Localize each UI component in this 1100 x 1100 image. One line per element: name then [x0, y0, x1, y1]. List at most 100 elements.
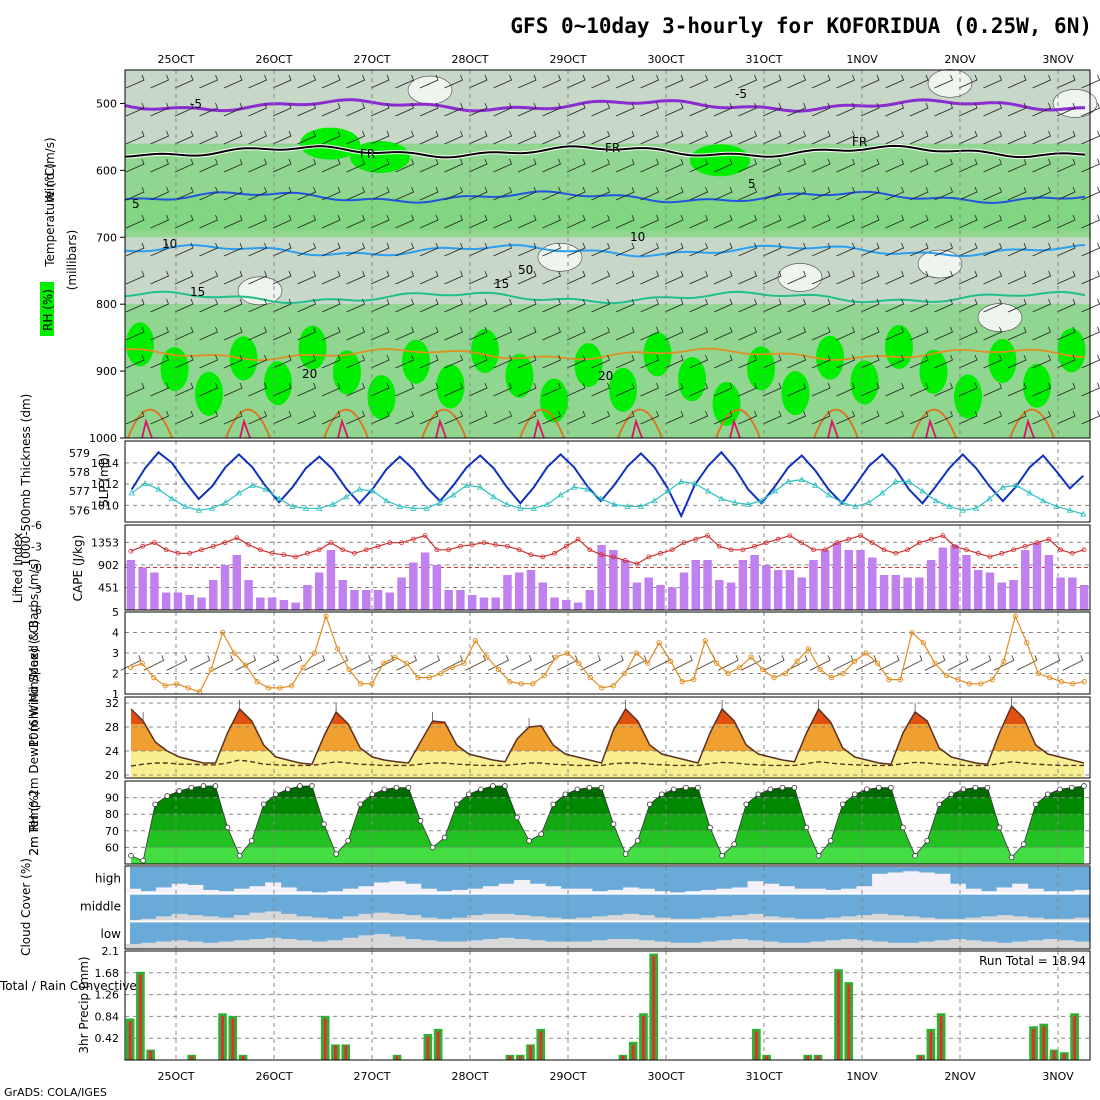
wind-barb: [248, 382, 268, 397]
temperature-axis-label: Temperature (°C): [43, 163, 57, 268]
precip-tick-label: 2.1: [102, 945, 120, 958]
lifted-index-point: [422, 533, 428, 539]
wind-barb: [1007, 158, 1027, 173]
wind-barb: [321, 102, 341, 117]
cloud-middle-bar: [498, 913, 515, 922]
lifted-index-point: [599, 552, 605, 558]
wind-barb: [346, 326, 366, 341]
isotherm-25-dome: [225, 408, 271, 439]
isotherm-25-dome: [617, 408, 663, 439]
cloud-low-bar: [156, 941, 173, 949]
lifted-index-point: [505, 543, 510, 549]
wind-barb: [419, 214, 439, 229]
wind-barb: [689, 102, 709, 117]
contour-label: 15: [190, 285, 205, 299]
wind-barb: [811, 326, 831, 341]
contour-label: FR: [605, 141, 620, 155]
wind-barb: [174, 102, 194, 117]
wind-barb: [836, 214, 856, 229]
cloud-low-bar: [732, 939, 749, 949]
temp-frame: [124, 696, 1091, 779]
wind-barb: [258, 655, 280, 671]
cloud-middle-bar: [529, 916, 546, 922]
wind-barb: [811, 354, 831, 369]
wind-barb: [346, 354, 366, 369]
isotherm-30-spike: [729, 418, 741, 439]
cape-bar: [1044, 555, 1054, 610]
cloud-high-bar: [732, 887, 749, 894]
wind-barb: [321, 326, 341, 341]
temp-line: [130, 704, 1085, 766]
lifted-index-point: [846, 536, 852, 542]
thickness-tick-label: 579: [69, 447, 90, 460]
wind-speed-point: [380, 660, 387, 666]
rh-point: [610, 821, 617, 827]
wind-barb: [517, 158, 537, 173]
cape-bar: [1068, 577, 1077, 610]
wind-barb: [1056, 410, 1076, 425]
wind-barb: [370, 130, 390, 145]
wind-barb: [664, 102, 684, 117]
wind-barb: [1007, 102, 1027, 117]
wind-barb: [909, 158, 929, 173]
lifted-index-point: [399, 540, 404, 546]
lifted-index-point: [964, 547, 969, 553]
cloud-middle-bar: [202, 916, 219, 922]
cloud-high-bar: [529, 883, 546, 894]
wind-barb: [1032, 354, 1052, 369]
precip-tick-label: 1.68: [95, 967, 120, 980]
cape-bar: [350, 590, 359, 610]
wind-barb: [297, 74, 317, 89]
pressure-tick-label: 1000: [89, 432, 117, 445]
cloud-middle-bar: [778, 917, 795, 922]
wind-barb: [272, 74, 292, 89]
cloud-high-bar: [218, 891, 235, 894]
wind-barb: [626, 655, 647, 671]
wind-barb: [924, 655, 946, 671]
cloud-high-bar: [949, 883, 966, 894]
wind-barb: [664, 242, 684, 257]
thickness-point: [597, 495, 604, 502]
wind-barb: [664, 326, 684, 341]
lifted-index-point: [1034, 540, 1040, 546]
rh-point: [441, 834, 448, 841]
wind-barb: [370, 158, 390, 173]
wind-barb: [199, 158, 219, 173]
wind-barb: [370, 410, 390, 425]
isotherm-30-spike: [631, 418, 643, 439]
wind-barb: [983, 186, 1003, 201]
wind-barb: [150, 102, 170, 117]
lifted-index-point: [199, 547, 204, 553]
lifted-index-point: [811, 547, 816, 553]
wind-barb: [223, 326, 243, 341]
wind-barb: [640, 354, 660, 369]
cloud-middle-bar: [591, 916, 608, 922]
cloud-low-bar: [981, 941, 998, 949]
wind-barb: [591, 354, 611, 369]
cloud-low-bar: [949, 939, 966, 949]
wind-barb: [150, 130, 170, 145]
cape-bar: [997, 582, 1006, 610]
wind-speed-point: [346, 666, 352, 673]
wind-barb: [542, 410, 562, 425]
lifted-index-point: [822, 547, 828, 553]
rh-tick-label: 90: [105, 792, 119, 805]
thickness-tick-label: 578: [69, 466, 90, 479]
precip-legend-label: Total / Rain Convective: [0, 979, 137, 993]
cloud-middle-bar: [514, 915, 531, 922]
wind-barb: [738, 298, 758, 313]
rh-point: [429, 844, 436, 851]
wind-speed-point: [369, 681, 375, 687]
wind-barb: [542, 354, 562, 369]
lifted-index-point: [493, 542, 499, 548]
wind-barb: [1007, 242, 1027, 257]
wind-barb: [762, 326, 782, 341]
cloud-high-bar: [514, 879, 531, 894]
rh-point: [851, 791, 858, 798]
thickness-point: [664, 487, 671, 494]
precip-convective-bar: [1073, 1015, 1077, 1060]
wind-barb: [395, 102, 415, 117]
wind-barb: [321, 186, 341, 201]
wind-speed-point: [357, 681, 364, 687]
rh-point: [839, 801, 846, 808]
